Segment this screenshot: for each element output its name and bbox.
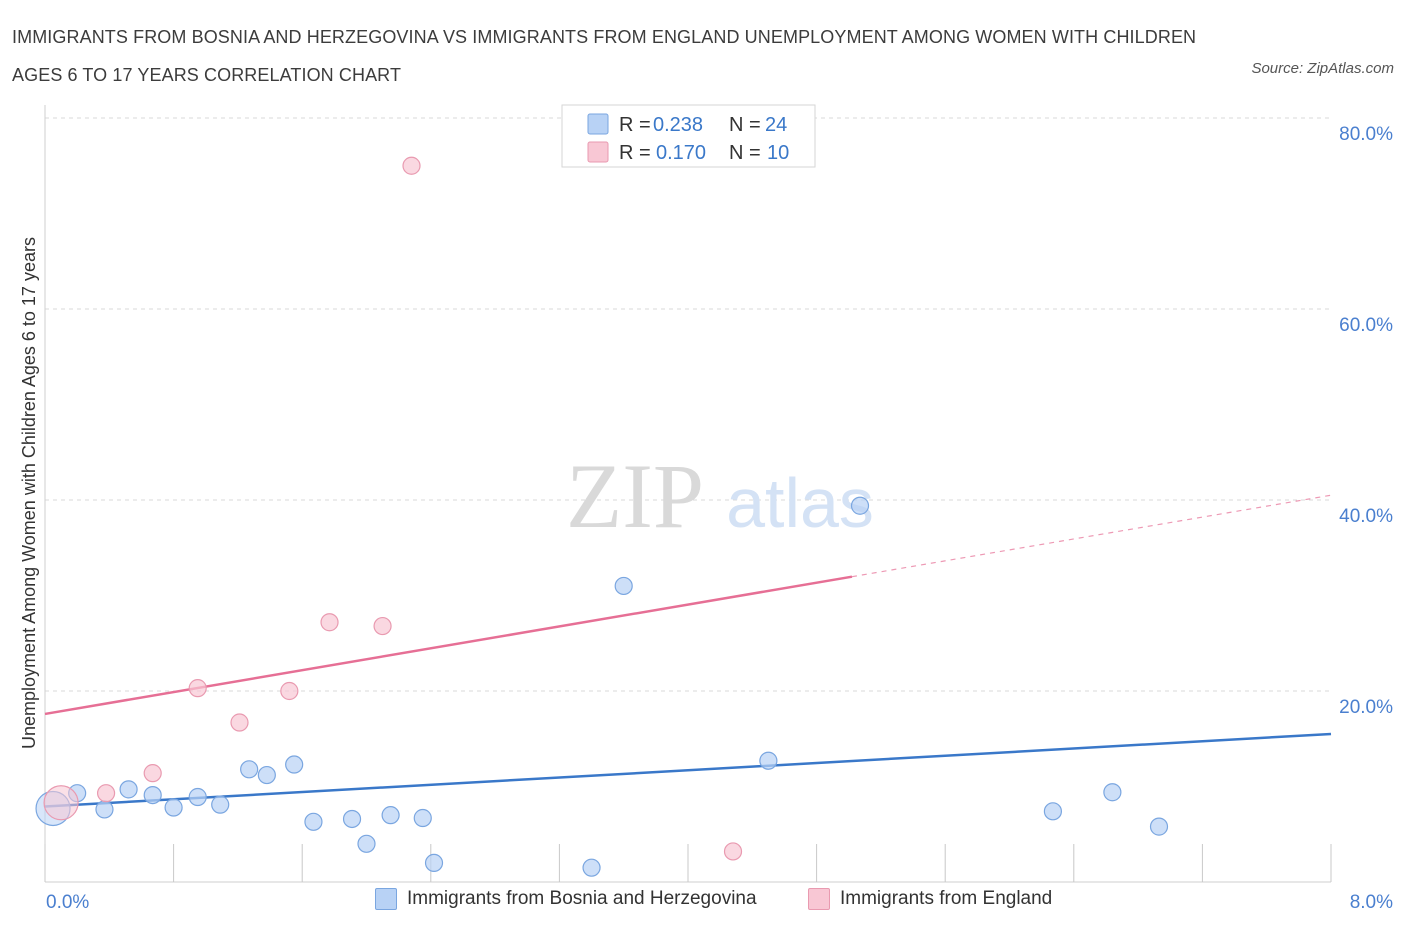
point-bosnia bbox=[188, 787, 207, 807]
point-england bbox=[402, 156, 421, 175]
point-bosnia bbox=[257, 765, 276, 785]
x-tick-label: 0.0% bbox=[46, 892, 89, 913]
trend-lines bbox=[44, 494, 1332, 808]
point-bosnia bbox=[759, 751, 778, 770]
legend-top-r-label-england: R = bbox=[619, 142, 651, 164]
point-bosnia bbox=[1043, 802, 1063, 821]
legend-label-england: Immigrants from England bbox=[840, 888, 1053, 909]
point-england bbox=[320, 613, 339, 632]
legend-swatch-bosnia bbox=[375, 888, 397, 910]
legend-top-n-label-bosnia: N = bbox=[729, 114, 761, 136]
point-bosnia bbox=[582, 858, 601, 877]
legend-swatch-england bbox=[808, 888, 830, 910]
point-england bbox=[280, 681, 299, 701]
watermark: ZIP atlas bbox=[566, 445, 874, 547]
watermark-zip: ZIP bbox=[566, 445, 704, 547]
legend-top-swatch-bosnia bbox=[587, 113, 609, 135]
data-points bbox=[35, 156, 1169, 877]
point-bosnia bbox=[119, 780, 138, 799]
point-bosnia bbox=[1149, 817, 1169, 836]
point-bosnia bbox=[413, 808, 432, 828]
y-axis-label: Unemployment Among Women with Children A… bbox=[19, 237, 39, 749]
legend-item-bosnia[interactable]: Immigrants from Bosnia and Herzegovina bbox=[375, 888, 757, 910]
legend-top-r-label-bosnia: R = bbox=[619, 114, 651, 136]
legend-top-n-label-england: N = bbox=[729, 142, 761, 164]
y-tick-label: 40.0% bbox=[1339, 506, 1393, 527]
point-bosnia bbox=[164, 798, 183, 817]
legend-bottom: Immigrants from Bosnia and Herzegovina I… bbox=[0, 888, 1406, 916]
point-england bbox=[230, 713, 249, 732]
axes bbox=[44, 105, 1332, 883]
y-tick-label: 80.0% bbox=[1339, 124, 1393, 145]
legend-label-bosnia: Immigrants from Bosnia and Herzegovina bbox=[407, 888, 757, 909]
legend-top-r-value-england: 0.170 bbox=[656, 142, 706, 164]
chart-title: IMMIGRANTS FROM BOSNIA AND HERZEGOVINA V… bbox=[12, 27, 1197, 85]
point-bosnia bbox=[424, 853, 444, 873]
trend-line-bosnia bbox=[44, 732, 1332, 808]
point-england bbox=[96, 784, 116, 803]
point-bosnia bbox=[850, 496, 870, 515]
y-tick-label: 20.0% bbox=[1339, 697, 1393, 718]
point-bosnia bbox=[285, 755, 304, 774]
point-england bbox=[723, 842, 743, 861]
legend-top-r-value-bosnia: 0.238 bbox=[653, 114, 703, 136]
point-bosnia bbox=[211, 795, 230, 814]
x-tick-label: 8.0% bbox=[1350, 892, 1393, 913]
legend-top-n-value-england: 10 bbox=[767, 142, 789, 164]
point-bosnia bbox=[381, 806, 400, 825]
y-tick-label: 60.0% bbox=[1339, 315, 1393, 336]
point-bosnia bbox=[614, 576, 633, 596]
trend-line-england bbox=[44, 575, 853, 716]
point-bosnia bbox=[240, 760, 259, 779]
trend-line-dashed-england bbox=[851, 494, 1332, 578]
point-bosnia bbox=[357, 834, 376, 853]
point-england bbox=[373, 616, 392, 636]
point-england bbox=[143, 764, 162, 783]
legend-item-england[interactable]: Immigrants from England bbox=[808, 888, 1052, 910]
source-label: Source: ZipAtlas.com bbox=[1251, 60, 1394, 77]
point-bosnia bbox=[1103, 783, 1122, 802]
tick-labels: 20.0% 40.0% 60.0% 80.0% 0.0% 8.0% bbox=[46, 124, 1393, 913]
legend-top: R = 0.238 N = 24 R = 0.170 N = 10 bbox=[561, 104, 816, 168]
point-bosnia bbox=[304, 812, 323, 831]
legend-top-swatch-england bbox=[587, 141, 609, 163]
watermark-atlas: atlas bbox=[726, 464, 874, 542]
point-bosnia bbox=[95, 800, 114, 819]
legend-top-n-value-bosnia: 24 bbox=[765, 114, 787, 136]
point-bosnia bbox=[342, 809, 362, 829]
point-england bbox=[188, 679, 207, 698]
point-bosnia bbox=[143, 785, 162, 805]
point-england bbox=[43, 785, 79, 821]
